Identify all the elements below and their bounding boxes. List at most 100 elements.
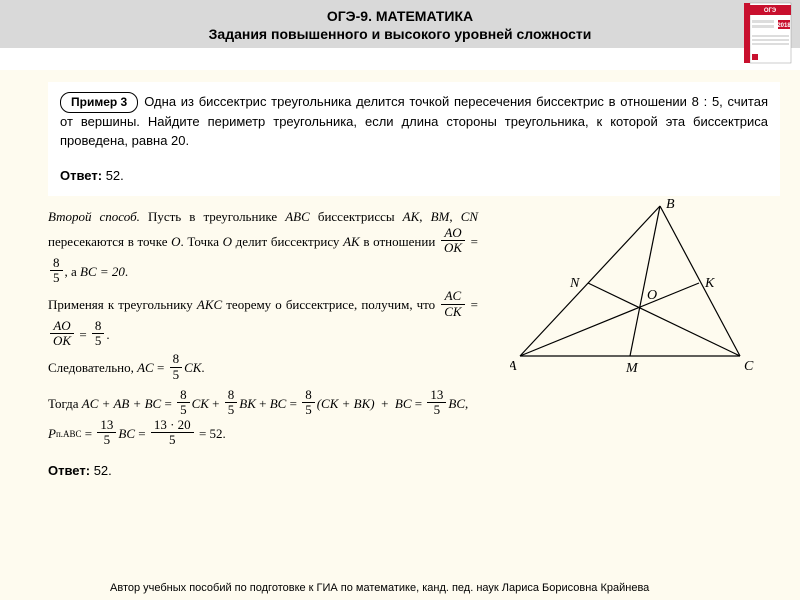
t: .	[125, 263, 128, 278]
t: , а	[65, 263, 81, 278]
val: 52	[210, 422, 223, 447]
svg-text:N: N	[569, 276, 580, 291]
svg-text:O: O	[647, 288, 657, 303]
num: AC	[445, 288, 462, 303]
eq: =	[471, 234, 478, 249]
sym: BC	[395, 392, 412, 417]
eq: =	[79, 327, 86, 342]
t: Тогда	[48, 392, 79, 417]
sym-abc: ABC	[285, 209, 310, 224]
eq: =	[415, 392, 422, 417]
triangle-diagram: A B C N K M O	[510, 196, 760, 376]
num: 8	[50, 256, 63, 271]
sym: CK	[184, 360, 201, 375]
t: Применяя к треугольнику	[48, 297, 197, 312]
sub: п.ABC	[56, 426, 82, 443]
n: 8	[225, 388, 238, 403]
eq: =	[157, 360, 164, 375]
P: P	[48, 422, 56, 447]
svg-text:K: K	[704, 276, 715, 291]
d: 5	[225, 403, 238, 417]
sym: O	[223, 234, 232, 249]
den: 5	[50, 271, 63, 285]
page-header: ОГЭ-9. МАТЕМАТИКА Задания повышенного и …	[0, 0, 800, 48]
eq: =	[138, 422, 145, 447]
num: AO	[444, 225, 461, 240]
den: OK	[444, 240, 462, 255]
d: 5	[151, 433, 194, 447]
eq: =	[85, 422, 92, 447]
num: 8	[170, 352, 183, 367]
sym: (CK + BK)	[317, 392, 375, 417]
n: 8	[302, 388, 315, 403]
t: ,	[465, 392, 468, 417]
svg-text:A: A	[510, 359, 517, 374]
sym: BM	[431, 209, 450, 224]
eq: =	[199, 422, 206, 447]
t: .	[106, 327, 109, 342]
n: 13 · 20	[151, 418, 194, 433]
header-subtitle: Задания повышенного и высокого уровней с…	[0, 26, 800, 42]
answer-line-1: Ответ: 52.	[60, 167, 768, 186]
eq: =	[164, 392, 171, 417]
sym: AC	[137, 360, 154, 375]
sym: AK	[343, 234, 360, 249]
t: Следовательно,	[48, 360, 137, 375]
plus: +	[259, 392, 266, 417]
t: .	[201, 360, 204, 375]
t: теорему о биссектрисе, получим, что	[222, 297, 439, 312]
t: .	[223, 422, 226, 447]
sym: BC	[448, 392, 465, 417]
svg-text:B: B	[666, 197, 675, 212]
svg-text:ОГЭ: ОГЭ	[764, 8, 777, 14]
method-label: Второй способ.	[48, 209, 140, 224]
sym: BC	[270, 392, 287, 417]
sym: CK	[192, 392, 209, 417]
t: биссектрис­сы	[310, 209, 403, 224]
sym: O	[171, 234, 180, 249]
content-area: Пример 3Одна из биссектрис треугольника …	[0, 70, 800, 600]
t: делит биссектрису	[232, 234, 343, 249]
answer2-value: 52.	[94, 463, 112, 478]
t: . Точка	[181, 234, 223, 249]
problem-statement: Пример 3Одна из биссектрис треугольника …	[48, 82, 780, 196]
t: в отношении	[360, 234, 439, 249]
den: CK	[444, 304, 461, 319]
answer1-label: Ответ:	[60, 168, 102, 183]
sym: AK	[403, 209, 420, 224]
solution-text: Второй способ. Пусть в треугольнике ABC …	[48, 206, 478, 384]
final-equations: Тогда AC + AB + BC = 85CK + 85BK + BC = …	[48, 390, 780, 484]
d: 5	[427, 403, 446, 417]
num: 8	[92, 319, 105, 334]
eq: =	[471, 297, 478, 312]
den: 5	[92, 334, 105, 348]
t: Пусть в треугольнике	[148, 209, 285, 224]
num: AO	[53, 318, 70, 333]
d: 5	[97, 433, 116, 447]
svg-text:2018: 2018	[777, 23, 791, 29]
svg-text:C: C	[744, 359, 754, 374]
problem-text: Одна из биссектрис треугольника делится …	[60, 94, 768, 148]
den: OK	[53, 333, 71, 348]
d: 5	[302, 403, 315, 417]
answer1-value: 52.	[106, 168, 124, 183]
svg-text:M: M	[625, 361, 639, 376]
eq: =	[290, 392, 297, 417]
n: 13	[97, 418, 116, 433]
header-title: ОГЭ-9. МАТЕМАТИКА	[0, 8, 800, 24]
d: 5	[177, 403, 190, 417]
sym: BC = 20	[80, 263, 125, 278]
solution-block: Второй способ. Пусть в треугольнике A BC …	[48, 206, 780, 384]
sym: AKC	[197, 297, 222, 312]
n: 8	[177, 388, 190, 403]
sym: BC	[118, 422, 135, 447]
sym: AC + AB + BC	[82, 392, 161, 417]
plus: +	[381, 392, 388, 417]
den: 5	[170, 368, 183, 382]
plus: +	[212, 392, 219, 417]
footer-author: Автор учебных пособий по подготовке к ГИ…	[110, 582, 649, 594]
n: 13	[427, 388, 446, 403]
t: пересекаются в точке	[48, 234, 171, 249]
book-cover-icon: ОГЭ 2018	[744, 2, 792, 64]
example-badge: Пример 3	[60, 92, 138, 113]
